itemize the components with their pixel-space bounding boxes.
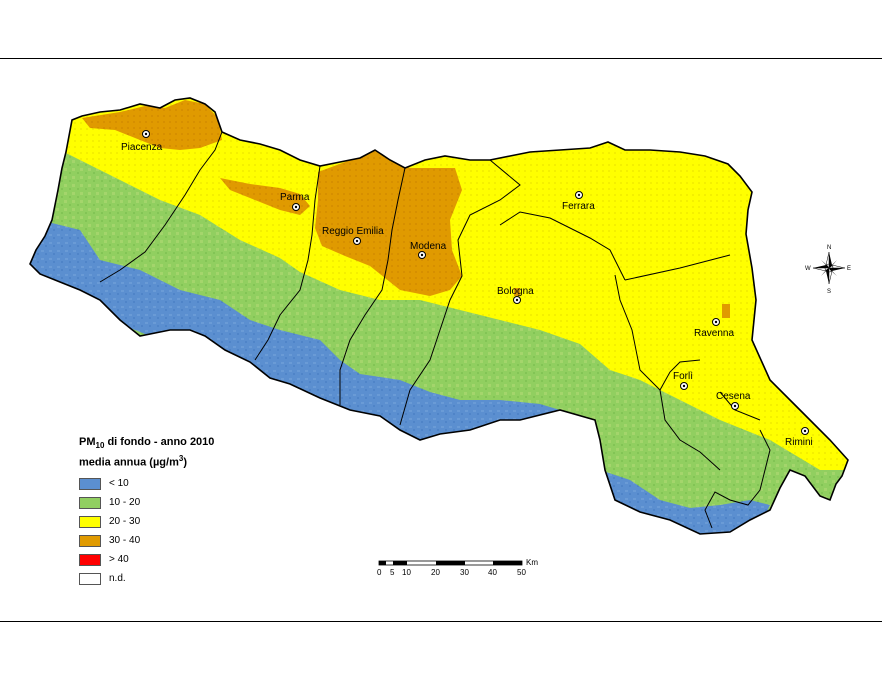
legend-label: 20 - 30 xyxy=(109,516,141,528)
legend-item: n.d. xyxy=(79,570,279,588)
city-parma[interactable]: Parma xyxy=(280,192,310,211)
compass-s: S xyxy=(827,289,831,295)
city-label-modena: Modena xyxy=(410,241,447,252)
legend-label: 30 - 40 xyxy=(109,535,141,547)
scale-unit: Km xyxy=(526,558,538,567)
legend-item: > 40 xyxy=(79,551,279,569)
city-label-forli: Forlì xyxy=(673,371,693,382)
map-frame xyxy=(0,58,882,622)
city-label-reggio-emilia: Reggio Emilia xyxy=(322,226,384,237)
city-label-parma: Parma xyxy=(280,192,310,203)
city-label-piacenza: Piacenza xyxy=(121,142,163,153)
legend-swatch xyxy=(79,477,101,490)
scale-tick-40: 40 xyxy=(488,568,497,577)
city-label-cesena: Cesena xyxy=(716,391,751,402)
legend-item: 10 - 20 xyxy=(79,494,279,512)
city-cesena[interactable]: Cesena xyxy=(716,391,751,410)
scale-tick-30: 30 xyxy=(460,568,469,577)
zone-30-40-reggio-modena xyxy=(315,150,462,296)
city-rimini[interactable]: Rimini xyxy=(785,427,813,449)
city-bologna[interactable]: Bologna xyxy=(497,286,534,304)
legend-label: 10 - 20 xyxy=(109,497,141,509)
compass-n: N xyxy=(827,245,831,251)
legend-label: > 40 xyxy=(109,554,129,566)
zone-30-40-piacenza xyxy=(82,100,222,150)
zone-under-10 xyxy=(30,215,560,442)
zone-30-40-parma xyxy=(220,178,310,215)
legend-item: < 10 xyxy=(79,475,279,493)
compass-rose: N S E W xyxy=(805,245,851,295)
legend-label: n.d. xyxy=(109,573,126,585)
zone-30-40-bologna xyxy=(514,288,520,296)
city-markers: Piacenza Parma Reggio Emilia Modena Ferr… xyxy=(121,130,813,449)
legend-swatch xyxy=(79,572,101,585)
city-label-bologna: Bologna xyxy=(497,286,534,297)
city-label-ferrara: Ferrara xyxy=(562,201,595,212)
legend-item: 30 - 40 xyxy=(79,532,279,550)
city-piacenza[interactable]: Piacenza xyxy=(121,130,163,154)
city-forli[interactable]: Forlì xyxy=(673,371,693,390)
scale-tick-5: 5 xyxy=(390,568,395,577)
city-ravenna[interactable]: Ravenna xyxy=(694,318,734,340)
legend-subtitle: media annua (µg/m3) xyxy=(79,454,187,469)
city-ferrara[interactable]: Ferrara xyxy=(562,191,595,213)
legend: PM10 di fondo - anno 2010 media annua (µ… xyxy=(79,436,279,588)
zone-30-40-ravenna xyxy=(722,304,730,318)
province-borders xyxy=(99,131,771,529)
city-reggio-emilia[interactable]: Reggio Emilia xyxy=(322,226,384,245)
scale-tick-20: 20 xyxy=(431,568,440,577)
legend-swatch xyxy=(79,496,101,509)
legend-swatch xyxy=(79,515,101,528)
scale-tick-10: 10 xyxy=(402,568,411,577)
legend-label: < 10 xyxy=(109,478,129,490)
city-label-ravenna: Ravenna xyxy=(694,328,734,339)
scale-tick-0: 0 xyxy=(377,568,382,577)
scale-bar: 0 5 10 20 30 40 50 Km xyxy=(377,558,538,577)
city-modena[interactable]: Modena xyxy=(410,241,447,259)
legend-item: 20 - 30 xyxy=(79,513,279,531)
legend-title: PM10 di fondo - anno 2010 xyxy=(79,436,215,451)
compass-e: E xyxy=(847,266,851,272)
city-label-rimini: Rimini xyxy=(785,437,813,448)
compass-w: W xyxy=(805,266,811,272)
scale-tick-50: 50 xyxy=(517,568,526,577)
legend-swatch xyxy=(79,553,101,566)
legend-swatch xyxy=(79,534,101,547)
